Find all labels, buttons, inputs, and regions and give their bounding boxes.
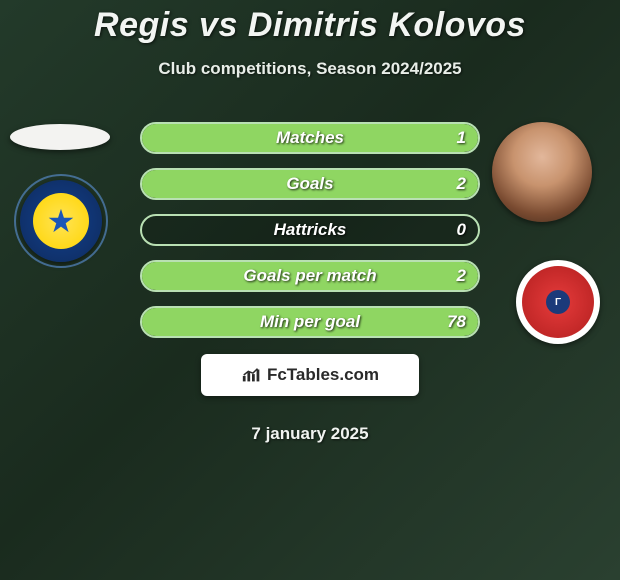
- stat-label: Goals: [286, 174, 333, 194]
- stat-bar: Hattricks 0: [140, 214, 480, 246]
- stat-bar: Matches 1: [140, 122, 480, 154]
- stat-label: Min per goal: [260, 312, 360, 332]
- player-right-avatar: [492, 122, 592, 222]
- attribution-text: FcTables.com: [267, 365, 379, 385]
- stat-value-right: 78: [447, 312, 466, 332]
- chart-icon: [241, 366, 263, 384]
- player-left-avatar: [10, 124, 110, 150]
- star-icon: ★: [47, 205, 76, 237]
- stats-container: Matches 1 Goals 2 Hattricks 0 Goals per match 2…: [140, 122, 480, 338]
- stat-bar: Goals per match 2: [140, 260, 480, 292]
- stat-label: Goals per match: [243, 266, 376, 286]
- stat-value-right: 1: [457, 128, 466, 148]
- attribution-badge: FcTables.com: [201, 354, 419, 396]
- club-left-logo: ★: [20, 180, 102, 262]
- badge-icon: Γ: [546, 290, 570, 314]
- stat-value-right: 0: [457, 220, 466, 240]
- stat-label: Matches: [276, 128, 344, 148]
- page-title: Regis vs Dimitris Kolovos: [0, 0, 620, 45]
- club-right-logo: Γ: [516, 260, 600, 344]
- date-text: 7 january 2025: [0, 424, 620, 444]
- stat-value-right: 2: [457, 266, 466, 286]
- stat-bar: Goals 2: [140, 168, 480, 200]
- stat-label: Hattricks: [274, 220, 347, 240]
- stat-bar: Min per goal 78: [140, 306, 480, 338]
- subtitle: Club competitions, Season 2024/2025: [0, 59, 620, 79]
- stat-value-right: 2: [457, 174, 466, 194]
